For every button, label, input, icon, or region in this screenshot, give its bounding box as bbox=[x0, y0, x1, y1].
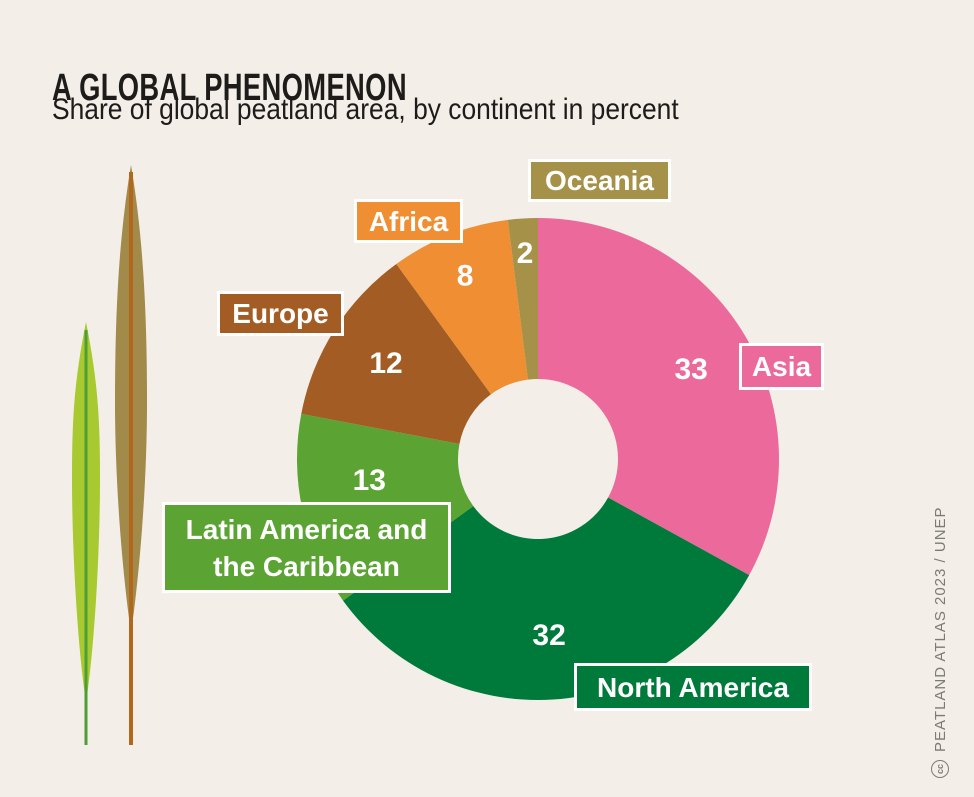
slice-label-text: Latin America and bbox=[185, 513, 428, 545]
reed-leaf-olive bbox=[115, 165, 147, 745]
page-title: A GLOBAL PHENOMENON bbox=[52, 67, 407, 110]
slice-label-text: Asia bbox=[751, 351, 812, 382]
credit-text: PEATLAND ATLAS 2023 / UNEP bbox=[931, 506, 949, 752]
donut-slice-europe bbox=[301, 264, 491, 445]
slice-label-latin-america-and-the-caribbean: Latin America and the Caribbean bbox=[162, 502, 451, 593]
slice-label-text: the Caribbean bbox=[213, 550, 400, 582]
slice-value-africa: 8 bbox=[457, 259, 474, 292]
slice-value-asia: 33 bbox=[675, 353, 708, 386]
slice-label-text: Europe bbox=[232, 298, 329, 329]
slice-label-text: North America bbox=[597, 671, 789, 703]
slice-value-europe: 12 bbox=[369, 347, 402, 380]
slice-label-asia: Asia bbox=[739, 343, 824, 390]
slice-label-north-america: North America bbox=[574, 663, 812, 711]
slice-label-text: Oceania bbox=[545, 165, 654, 196]
credit-line: cc PEATLAND ATLAS 2023 / UNEP bbox=[929, 478, 951, 778]
slice-label-africa: Africa bbox=[354, 199, 463, 243]
page-subtitle: Share of global peatland area, by contin… bbox=[52, 93, 679, 126]
slice-label-oceania: Oceania bbox=[528, 159, 671, 202]
slice-label-text: Africa bbox=[368, 205, 449, 237]
slice-value-north-america: 32 bbox=[532, 619, 565, 652]
donut-slice-africa bbox=[396, 219, 528, 395]
slice-label-europe: Europe bbox=[217, 291, 344, 336]
slice-value-latin-america-and-the-caribbean: 13 bbox=[353, 464, 386, 497]
donut-slice-asia bbox=[538, 218, 779, 576]
reed-leaf-green bbox=[72, 322, 100, 745]
donut-slice-oceania bbox=[507, 218, 538, 380]
slice-value-oceania: 2 bbox=[517, 237, 534, 270]
cc-icon: cc bbox=[931, 760, 949, 778]
